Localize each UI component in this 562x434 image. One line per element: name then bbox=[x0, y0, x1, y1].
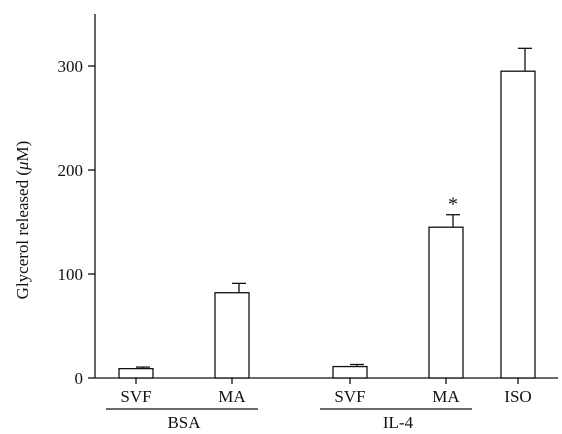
y-axis-title-main: Glycerol released ( bbox=[13, 170, 32, 300]
bar bbox=[332, 365, 368, 379]
y-tick-label: 0 bbox=[75, 369, 84, 388]
significance-marker: * bbox=[448, 194, 458, 216]
x-tick-label: ISO bbox=[504, 387, 531, 406]
y-tick-label: 100 bbox=[58, 265, 84, 284]
y-tick-label: 200 bbox=[58, 161, 84, 180]
group-label: IL-4 bbox=[383, 413, 414, 432]
y-axis-title: Glycerol released (μM) bbox=[13, 141, 32, 300]
y-axis-title-unit: μ bbox=[13, 161, 32, 171]
x-tick-label: MA bbox=[218, 387, 246, 406]
bar bbox=[500, 70, 536, 379]
group-label: BSA bbox=[167, 413, 201, 432]
y-axis-title-suffix: M) bbox=[13, 141, 32, 162]
y-axis-ticks: 0 100 200 300 bbox=[58, 57, 95, 388]
bar bbox=[118, 367, 154, 379]
y-tick-label: 300 bbox=[58, 57, 84, 76]
bar bbox=[428, 226, 464, 379]
x-tick-label: SVF bbox=[120, 387, 151, 406]
x-axis-labels: SVF MA SVF MA ISO bbox=[120, 378, 532, 406]
bars: * bbox=[118, 47, 536, 379]
group-labels: BSA IL-4 bbox=[106, 408, 472, 432]
x-tick-label: MA bbox=[432, 387, 460, 406]
bar bbox=[214, 292, 250, 379]
x-tick-label: SVF bbox=[334, 387, 365, 406]
